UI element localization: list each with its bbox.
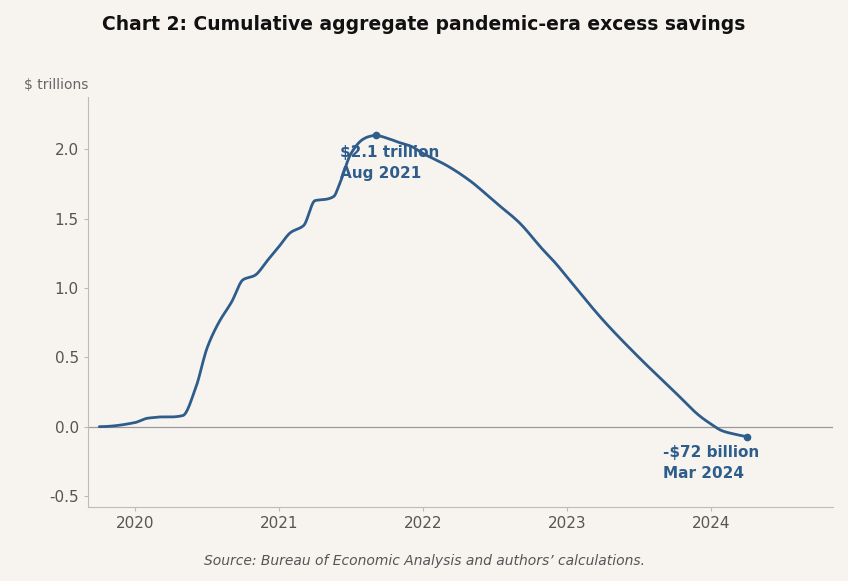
Text: Chart 2: Cumulative aggregate pandemic-era excess savings: Chart 2: Cumulative aggregate pandemic-e… [103, 15, 745, 34]
Text: $2.1 trillion
Aug 2021: $2.1 trillion Aug 2021 [339, 145, 439, 181]
Text: -$72 billion
Mar 2024: -$72 billion Mar 2024 [663, 444, 760, 480]
Text: $ trillions: $ trillions [25, 78, 89, 92]
Text: Source: Bureau of Economic Analysis and authors’ calculations.: Source: Bureau of Economic Analysis and … [204, 554, 644, 568]
